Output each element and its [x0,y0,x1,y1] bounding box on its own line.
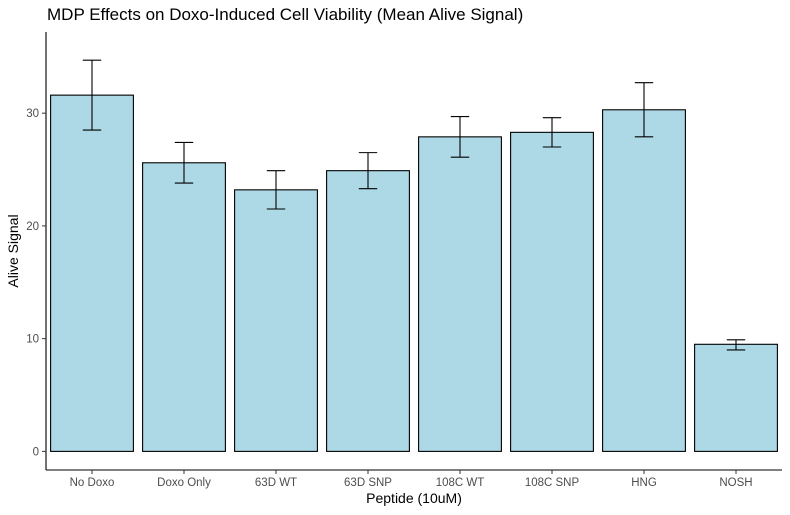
bar [326,170,410,452]
error-bars-layer [82,59,746,351]
y-ticks-layer: 0 10 20 30 [26,108,46,458]
bar [50,94,134,452]
bar [510,131,594,452]
y-axis-title: Alive Signal [5,214,21,287]
x-tick-label: Doxo Only [157,477,211,489]
x-tick-label: HNG [631,477,657,489]
bars-layer [50,94,778,452]
error-bar [450,116,470,158]
error-bar [726,339,746,351]
y-tick-label: 30 [26,108,39,120]
bar [418,136,502,452]
error-bar [634,82,654,138]
x-tick-label: 63D SNP [344,477,392,489]
x-ticks-layer: No Doxo Doxo Only 63D WT 63D SNP 108C WT 108C… [70,470,753,489]
bar [142,162,226,452]
x-tick-label: 108C WT [436,477,485,489]
error-bar [266,170,286,210]
error-bar [358,152,378,190]
bar [234,189,318,452]
x-tick-label: No Doxo [70,477,115,489]
error-bar [542,117,562,148]
bar [602,109,686,452]
error-bar [82,59,102,131]
x-tick-label: NOSH [719,477,752,489]
x-tick-label: 63D WT [255,477,297,489]
y-tick-label: 0 [33,446,39,458]
x-tick-label: 108C SNP [525,477,580,489]
chart-title: MDP Effects on Doxo-Induced Cell Viabili… [47,5,523,24]
bar [694,343,778,452]
y-tick-label: 10 [26,334,39,346]
error-bar [174,141,194,184]
y-tick-label: 20 [26,221,39,233]
x-axis-title: Peptide (10uM) [366,490,462,506]
